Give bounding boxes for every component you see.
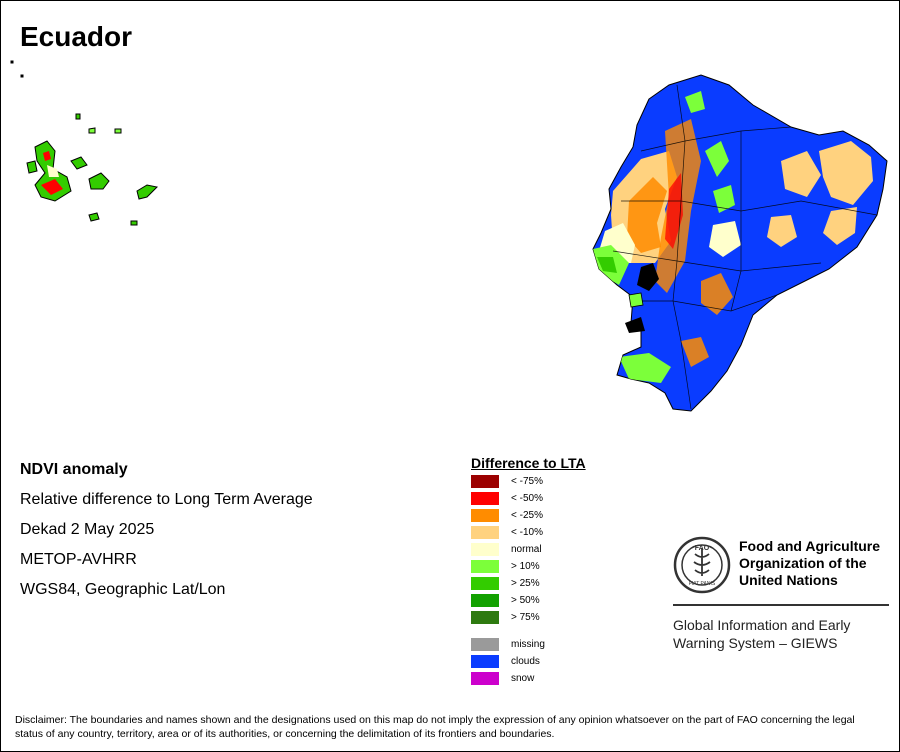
legend-title: Difference to LTA	[471, 455, 586, 471]
sierra-severe-strip	[665, 173, 683, 249]
amazon-dry-patch-2	[819, 141, 873, 205]
legend-swatch	[471, 560, 499, 573]
legend-item: snow	[471, 672, 534, 685]
legend-label: normal	[511, 544, 542, 555]
legend-swatch	[471, 577, 499, 590]
legend-label: missing	[511, 639, 545, 650]
santiago-island	[70, 156, 88, 170]
fao-name: Food and Agriculture Organization of the…	[739, 538, 889, 589]
fernandina-island	[26, 160, 38, 174]
giews-line2: Warning System – GIEWS	[673, 635, 838, 651]
legend-label: > 75%	[511, 612, 540, 623]
fao-name-line1: Food and Agriculture	[739, 538, 881, 554]
legend-swatch	[471, 655, 499, 668]
legend-label: snow	[511, 673, 535, 684]
legend-item: missing	[471, 638, 545, 651]
puna-island	[628, 292, 644, 308]
darwin-island	[10, 60, 14, 64]
disclaimer: Disclaimer: The boundaries and names sho…	[15, 714, 855, 740]
espanola-island	[130, 220, 138, 226]
legend-item: < -10%	[471, 526, 543, 539]
south-coast-positive	[619, 353, 671, 383]
giews-name: Global Information and Early Warning Sys…	[673, 616, 889, 652]
san-cristobal-island	[136, 184, 159, 200]
time-period: Dekad 2 May 2025	[20, 521, 155, 538]
legend-item: < -50%	[471, 492, 543, 505]
legend-label: < -50%	[511, 493, 543, 504]
legend-label: < -75%	[511, 476, 543, 487]
legend-item: > 50%	[471, 594, 540, 607]
amazon-dry-patch-1	[781, 151, 821, 197]
legend-item: > 10%	[471, 560, 540, 573]
fao-name-line2: Organization of the	[739, 555, 867, 571]
legend-swatch	[471, 638, 499, 651]
map-title: Ecuador	[20, 21, 133, 52]
santa-cruz-island	[88, 172, 110, 190]
legend: Difference to LTA < -75% < -50% < -25% < -1…	[471, 454, 586, 685]
fao-logo-icon: FIAT PANIS FAO	[673, 536, 731, 594]
legend-label: < -10%	[511, 527, 543, 538]
marchena-island	[88, 127, 96, 134]
ecuador-mainland	[592, 74, 888, 412]
product-description: Relative difference to Long Term Average	[20, 491, 313, 508]
isabela-dry-area	[41, 151, 63, 195]
map-info: NDVI anomaly Relative difference to Long…	[20, 460, 313, 610]
ndvi-anomaly-map	[10, 60, 888, 412]
projection-info: WGS84, Geographic Lat/Lon	[20, 581, 226, 598]
fao-name-line3: United Nations	[739, 572, 838, 588]
legend-item: < -25%	[471, 509, 543, 522]
amazon-dry-patch-5	[709, 221, 741, 257]
amazon-dry-patch-3	[823, 207, 857, 245]
legend-label: > 25%	[511, 578, 540, 589]
legend-swatch	[471, 492, 499, 505]
sensor-name: METOP-AVHRR	[20, 551, 137, 568]
fao-motto: FIAT PANIS	[689, 581, 716, 587]
legend-item: > 25%	[471, 577, 540, 590]
legend-label: > 10%	[511, 561, 540, 572]
legend-swatch	[471, 526, 499, 539]
legend-item: > 75%	[471, 611, 540, 624]
legend-swatch	[471, 543, 499, 556]
isabela-normal-area	[47, 165, 59, 177]
legend-swatch	[471, 475, 499, 488]
guayaquil-gulf-nodata	[637, 263, 659, 291]
legend-swatch	[471, 594, 499, 607]
legend-label: < -25%	[511, 510, 543, 521]
legend-item: normal	[471, 543, 542, 556]
province-boundaries	[612, 84, 878, 410]
legend-item: clouds	[471, 655, 540, 668]
legend-swatch	[471, 672, 499, 685]
coast-strong-positive	[597, 257, 617, 273]
gulf-nodata-2	[625, 317, 645, 333]
legend-swatch	[471, 509, 499, 522]
genovesa-island	[114, 128, 122, 134]
southern-dry-patch	[681, 273, 733, 367]
sierra-positive-patches	[685, 91, 735, 213]
legend-label: clouds	[511, 656, 540, 667]
fao-logo-text: FAO	[695, 545, 710, 552]
product-name: NDVI anomaly	[20, 461, 128, 478]
legend-item: < -75%	[471, 475, 543, 488]
floreana-island	[88, 212, 100, 222]
giews-line1: Global Information and Early	[673, 617, 851, 633]
amazon-dry-patch-4	[767, 215, 797, 247]
fao-divider	[673, 604, 889, 606]
legend-label: > 50%	[511, 595, 540, 606]
pinta-island	[75, 113, 81, 120]
coast-negative-anomaly-2	[627, 177, 667, 253]
galapagos-islands	[10, 60, 159, 226]
wolf-island	[20, 74, 24, 78]
legend-swatch	[471, 611, 499, 624]
